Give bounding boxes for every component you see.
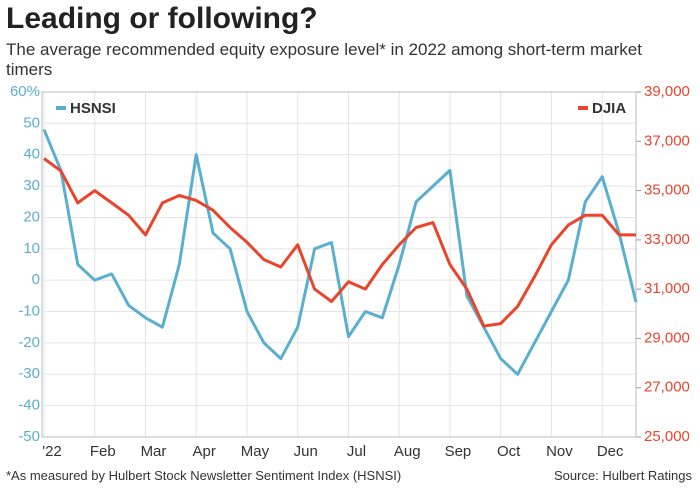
y-tick-label: -20 xyxy=(18,334,40,351)
legend-label: HSNSI xyxy=(70,100,116,117)
y-tick-label: 30 xyxy=(23,177,40,194)
chart-subtitle: The average recommended equity exposure … xyxy=(6,40,642,79)
y-tick-label: 20 xyxy=(23,208,40,225)
y-tick-label: 0 xyxy=(32,271,40,288)
y-tick-label: 60% xyxy=(10,83,40,100)
x-tick-label: Aug xyxy=(394,443,421,460)
x-tick-label: May xyxy=(241,443,270,460)
x-tick-label: Mar xyxy=(141,443,167,460)
x-tick-label: '22 xyxy=(42,443,62,460)
y-tick-label: -10 xyxy=(18,303,40,320)
x-tick-label: Dec xyxy=(597,443,624,460)
line-djia xyxy=(43,157,636,328)
x-tick-label: Nov xyxy=(546,443,573,460)
y2-tick-label: 25,000 xyxy=(644,428,690,445)
source: Source: Hulbert Ratings xyxy=(553,468,692,483)
y2-tick-label: 39,000 xyxy=(644,83,690,100)
footnote: *As measured by Hulbert Stock Newsletter… xyxy=(6,468,402,483)
y2-tick-label: 33,000 xyxy=(644,231,690,248)
y-tick-label: 10 xyxy=(23,240,40,257)
y2-tick-label: 27,000 xyxy=(644,379,690,396)
plot-frame xyxy=(41,91,637,438)
chart-title: Leading or following? xyxy=(6,2,318,35)
legend-label: DJIA xyxy=(592,100,626,117)
x-tick-label: Jun xyxy=(294,443,318,460)
y2-tick-label: 35,000 xyxy=(644,182,690,199)
y2-tick-label: 31,000 xyxy=(644,280,690,297)
y-tick-label: 50 xyxy=(23,114,40,131)
y-tick-label: -40 xyxy=(18,397,40,414)
x-tick-label: Feb xyxy=(90,443,116,460)
y2-tick-label: 37,000 xyxy=(644,132,690,149)
y-tick-label: -50 xyxy=(18,428,40,445)
x-tick-label: Sep xyxy=(445,443,472,460)
x-tick-label: Jul xyxy=(347,443,366,460)
y-tick-label: 40 xyxy=(23,146,40,163)
x-tick-label: Apr xyxy=(193,443,216,460)
x-tick-label: Oct xyxy=(497,443,521,460)
y2-tick-label: 29,000 xyxy=(644,329,690,346)
y-tick-label: -30 xyxy=(18,365,40,382)
